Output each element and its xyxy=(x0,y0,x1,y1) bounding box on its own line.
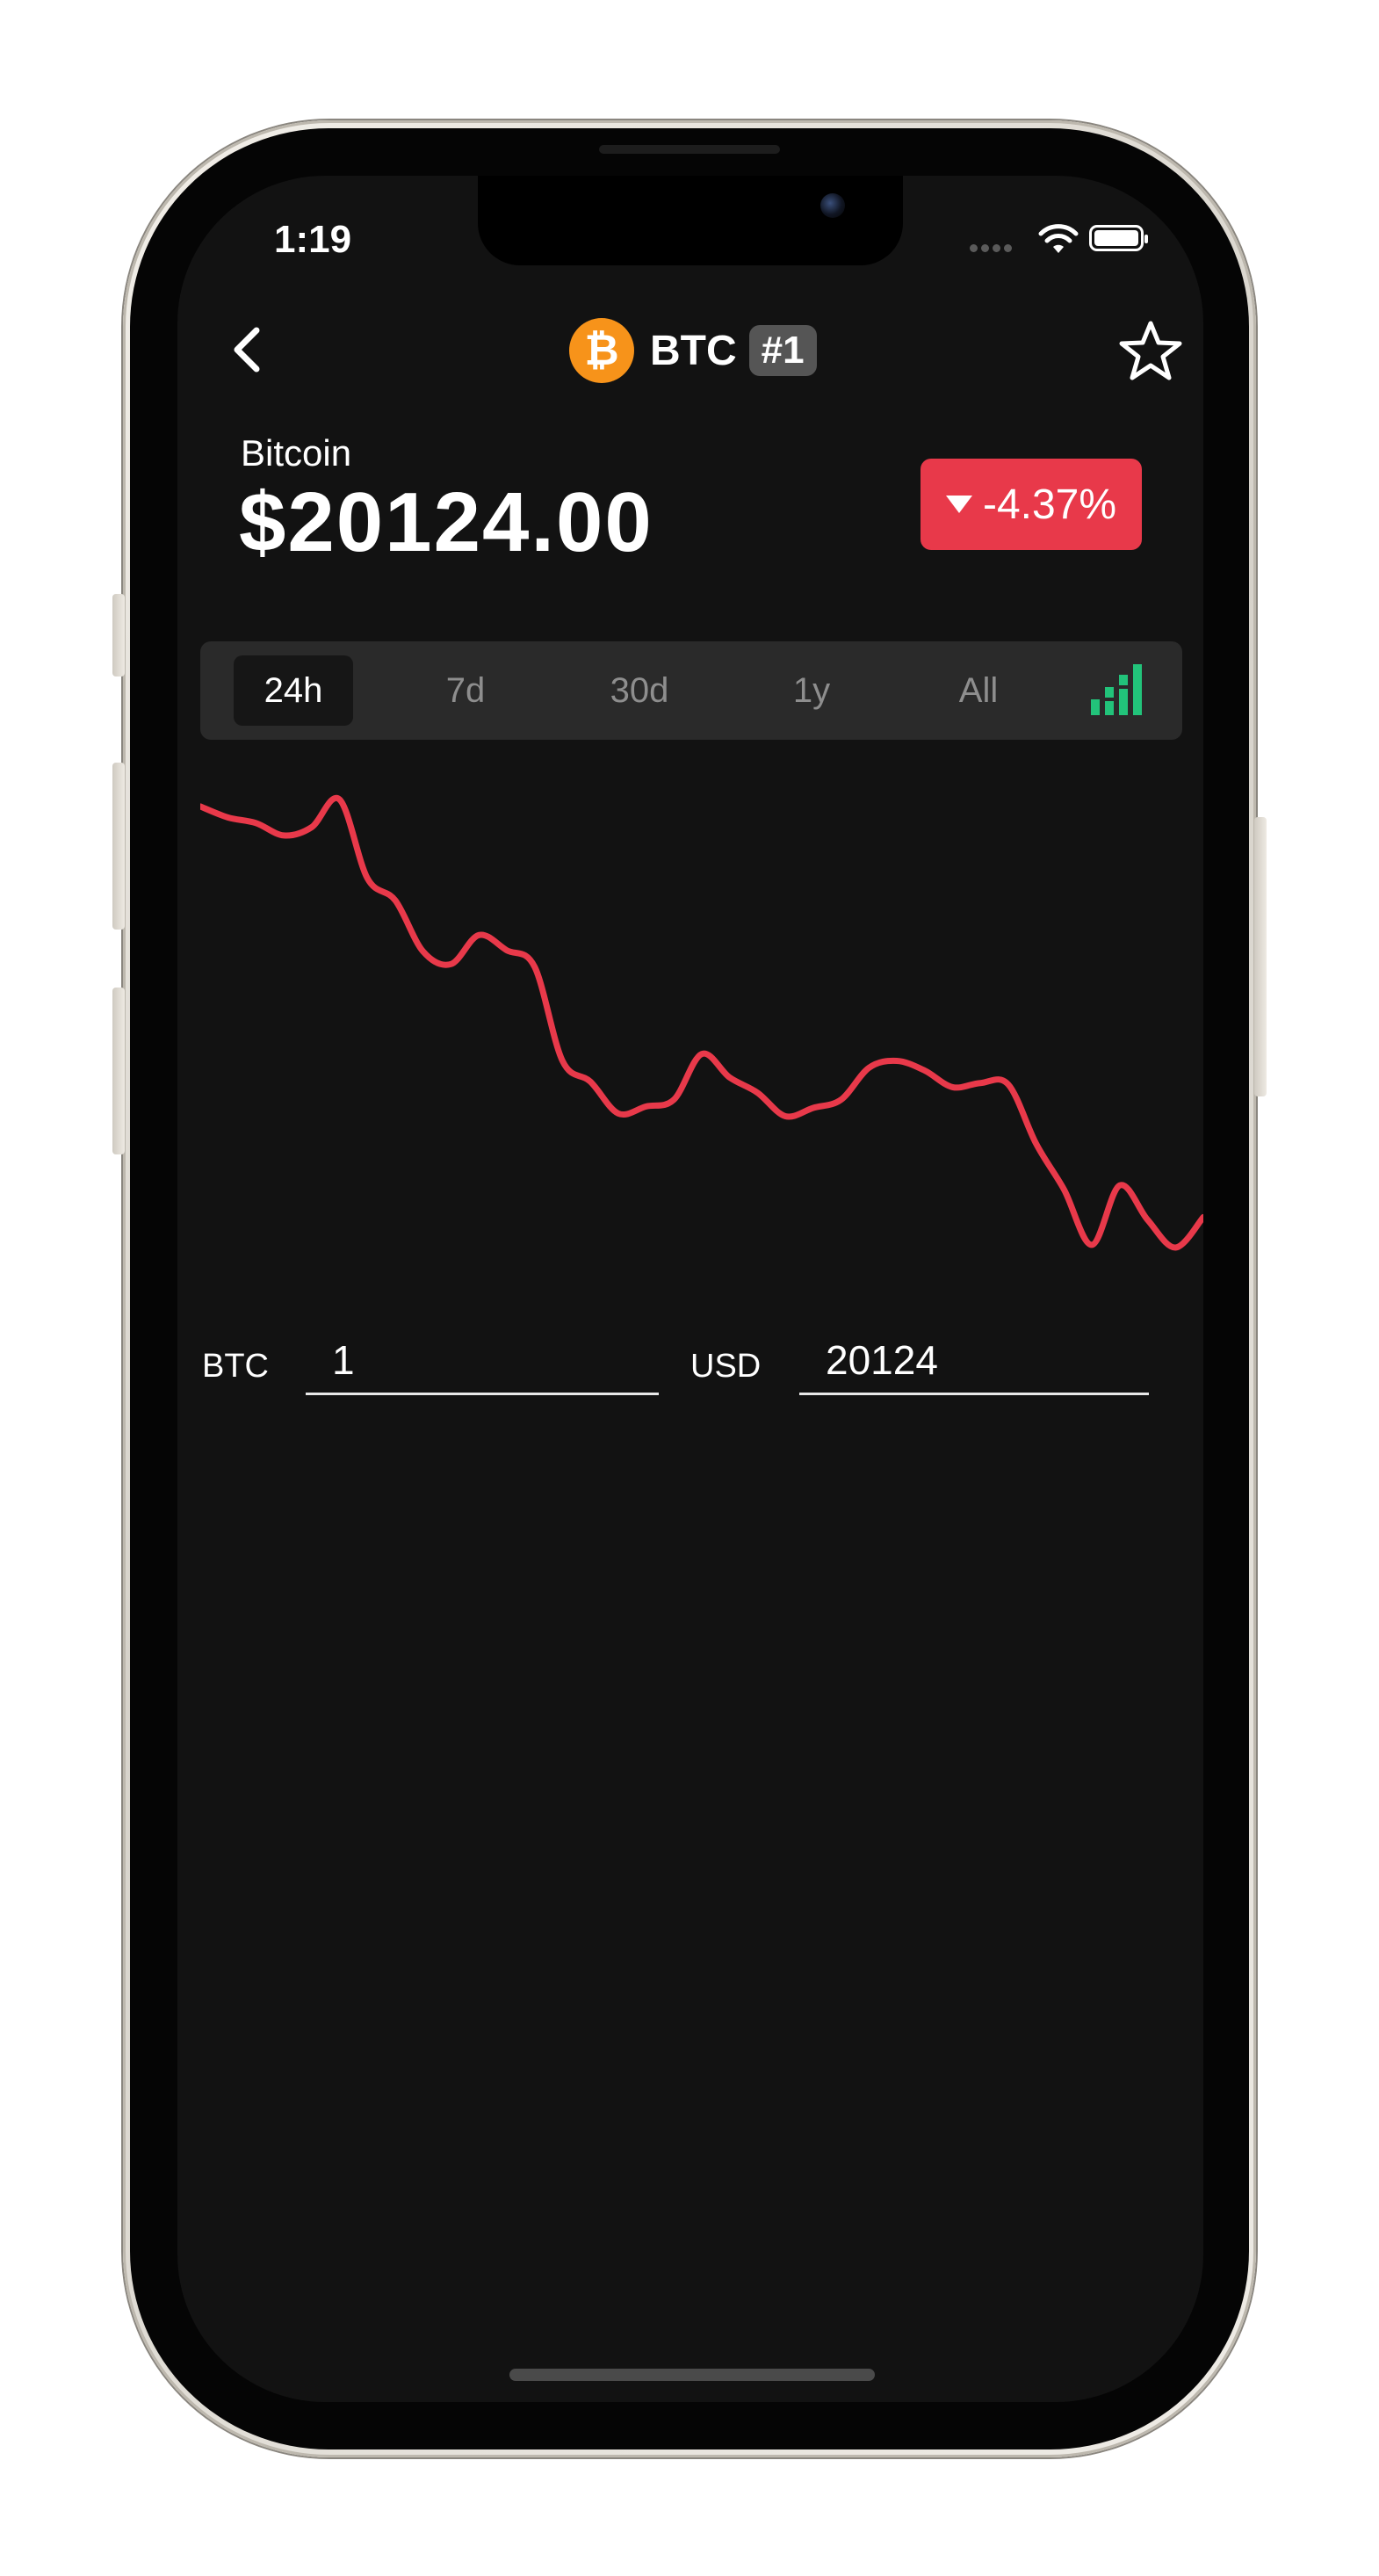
range-tab-24h[interactable]: 24h xyxy=(234,655,353,726)
power-button xyxy=(1254,817,1267,1096)
price-change-badge: -4.37% xyxy=(921,459,1142,550)
chevron-left-icon[interactable] xyxy=(223,322,276,378)
time-range-selector: 24h 7d 30d 1y All xyxy=(200,641,1182,740)
range-tab-30d[interactable]: 30d xyxy=(610,670,669,710)
mute-switch xyxy=(112,594,125,677)
coin-name: Bitcoin xyxy=(241,432,352,474)
cellular-signal-icon xyxy=(970,241,1019,252)
bar-chart-toggle-icon[interactable] xyxy=(1089,662,1147,717)
star-outline-icon[interactable] xyxy=(1115,316,1186,387)
from-currency-label: BTC xyxy=(202,1348,269,1385)
coin-symbol: BTC xyxy=(650,327,737,374)
range-tab-all[interactable]: All xyxy=(958,670,999,710)
volume-up-button xyxy=(112,763,125,930)
battery-icon xyxy=(1089,225,1148,251)
rank-badge: #1 xyxy=(748,325,817,376)
earpiece-speaker xyxy=(599,145,780,154)
wifi-icon xyxy=(1038,224,1079,253)
volume-down-button xyxy=(112,988,125,1154)
status-time: 1:19 xyxy=(274,218,352,261)
home-indicator[interactable] xyxy=(509,2369,875,2381)
coin-header-title: ₿ BTC #1 xyxy=(569,318,817,383)
to-amount-input[interactable] xyxy=(799,1327,1149,1395)
to-currency-label: USD xyxy=(690,1348,762,1385)
notch xyxy=(478,176,903,265)
front-camera xyxy=(820,193,845,218)
price-line xyxy=(200,794,1203,1251)
range-tab-7d[interactable]: 7d xyxy=(445,670,486,710)
triangle-down-icon xyxy=(945,496,972,513)
price-chart xyxy=(200,794,1203,1251)
from-amount-input[interactable] xyxy=(306,1327,659,1395)
coin-price: $20124.00 xyxy=(239,475,653,569)
range-tab-1y[interactable]: 1y xyxy=(792,670,831,710)
bitcoin-logo-icon: ₿ xyxy=(569,318,634,383)
price-change-value: -4.37% xyxy=(982,481,1117,528)
app-screen: 1:19 ₿ BTC #1 Bitcoin $20124.00 -4.37% 2… xyxy=(177,176,1203,2402)
currency-converter: BTC USD xyxy=(177,1309,1203,1406)
